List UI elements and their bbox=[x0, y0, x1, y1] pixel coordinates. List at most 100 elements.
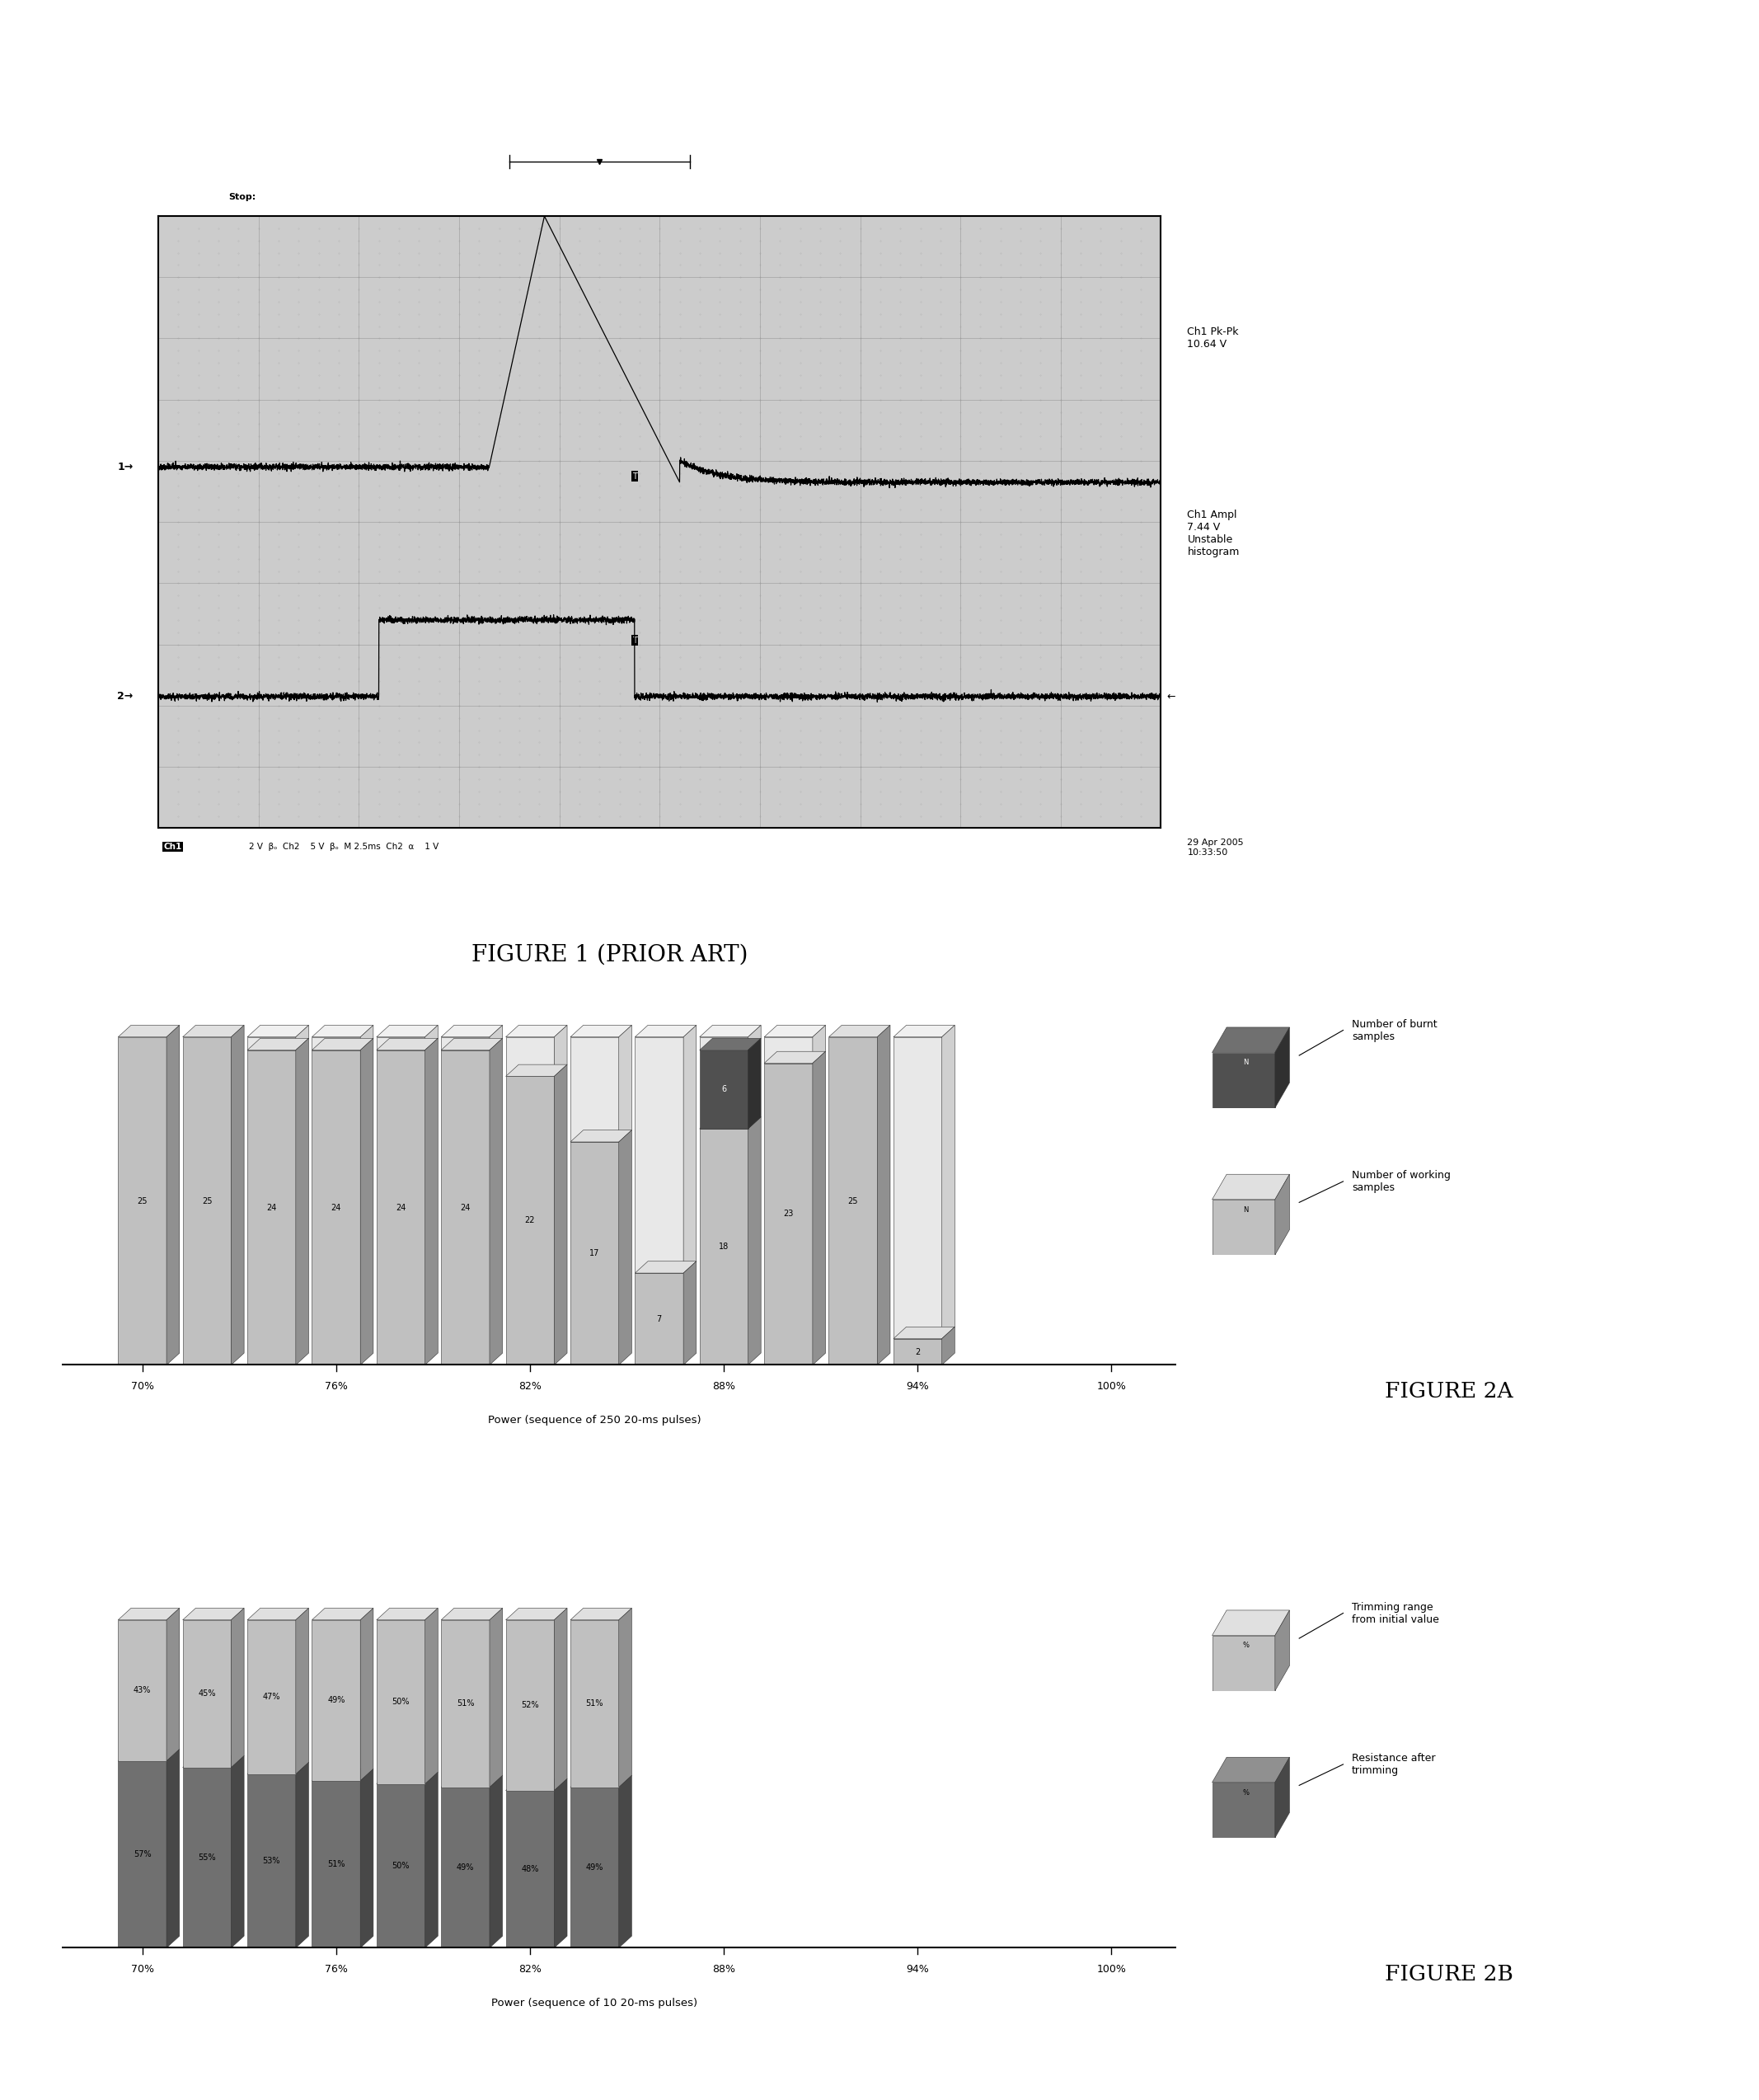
Text: 76%: 76% bbox=[325, 1964, 348, 1974]
Polygon shape bbox=[1212, 1611, 1289, 1636]
Polygon shape bbox=[248, 1037, 296, 1050]
Polygon shape bbox=[1212, 1052, 1275, 1109]
Text: 82%: 82% bbox=[519, 1964, 542, 1974]
Polygon shape bbox=[507, 1609, 566, 1619]
Text: Stop:: Stop: bbox=[229, 193, 255, 202]
Polygon shape bbox=[442, 1609, 503, 1619]
Text: 24: 24 bbox=[396, 1203, 406, 1212]
Text: 29 Apr 2005
10:33:50: 29 Apr 2005 10:33:50 bbox=[1187, 838, 1244, 857]
Polygon shape bbox=[311, 1781, 361, 1949]
Text: 7: 7 bbox=[656, 1315, 661, 1323]
Polygon shape bbox=[635, 1273, 684, 1365]
Text: 6: 6 bbox=[721, 1086, 726, 1094]
Polygon shape bbox=[828, 1025, 890, 1037]
Text: T: T bbox=[631, 636, 637, 645]
Polygon shape bbox=[684, 1025, 697, 1273]
Text: 88%: 88% bbox=[712, 1380, 735, 1392]
Text: 4 Acqs: 4 Acqs bbox=[679, 193, 711, 202]
Text: %: % bbox=[1242, 1789, 1249, 1796]
Polygon shape bbox=[426, 1772, 438, 1949]
Polygon shape bbox=[311, 1037, 373, 1050]
Text: N: N bbox=[1244, 1058, 1249, 1067]
Text: Resistance after
trimming: Resistance after trimming bbox=[1353, 1753, 1435, 1777]
Polygon shape bbox=[1212, 1636, 1275, 1690]
Text: 52%: 52% bbox=[521, 1701, 538, 1709]
Polygon shape bbox=[118, 1619, 167, 1762]
Text: Power (sequence of 250 20-ms pulses): Power (sequence of 250 20-ms pulses) bbox=[487, 1415, 702, 1426]
Polygon shape bbox=[376, 1037, 438, 1050]
Text: FIGURE 1 (PRIOR ART): FIGURE 1 (PRIOR ART) bbox=[471, 943, 748, 966]
Polygon shape bbox=[570, 1037, 619, 1142]
Polygon shape bbox=[296, 1025, 308, 1050]
Polygon shape bbox=[507, 1779, 566, 1791]
Polygon shape bbox=[248, 1025, 308, 1037]
Polygon shape bbox=[507, 1037, 554, 1077]
Polygon shape bbox=[813, 1025, 825, 1063]
Text: Ch1 Pk-Pk
10.64 V: Ch1 Pk-Pk 10.64 V bbox=[1187, 326, 1238, 349]
Polygon shape bbox=[183, 1619, 230, 1768]
Text: 25: 25 bbox=[137, 1197, 148, 1205]
Polygon shape bbox=[507, 1077, 554, 1365]
Polygon shape bbox=[183, 1756, 245, 1768]
Polygon shape bbox=[570, 1619, 619, 1787]
Polygon shape bbox=[311, 1768, 373, 1781]
Polygon shape bbox=[442, 1037, 489, 1050]
Polygon shape bbox=[700, 1050, 748, 1130]
Text: 23: 23 bbox=[783, 1210, 793, 1218]
Polygon shape bbox=[763, 1025, 825, 1037]
Polygon shape bbox=[1275, 1758, 1289, 1838]
Polygon shape bbox=[1275, 1611, 1289, 1690]
Polygon shape bbox=[1212, 1758, 1289, 1783]
Polygon shape bbox=[376, 1783, 426, 1949]
Text: 2: 2 bbox=[915, 1348, 920, 1357]
Polygon shape bbox=[311, 1619, 361, 1781]
Polygon shape bbox=[230, 1756, 245, 1949]
Polygon shape bbox=[570, 1774, 631, 1787]
Polygon shape bbox=[118, 1609, 179, 1619]
Text: 76%: 76% bbox=[325, 1380, 348, 1392]
Text: 43%: 43% bbox=[134, 1686, 151, 1695]
Polygon shape bbox=[894, 1327, 955, 1338]
Text: N: N bbox=[1244, 1205, 1249, 1214]
Polygon shape bbox=[361, 1025, 373, 1050]
Polygon shape bbox=[700, 1037, 748, 1050]
Text: 51%: 51% bbox=[327, 1861, 345, 1869]
Text: 49%: 49% bbox=[586, 1863, 603, 1871]
Polygon shape bbox=[894, 1037, 941, 1338]
Polygon shape bbox=[700, 1117, 762, 1130]
Polygon shape bbox=[1212, 1174, 1289, 1199]
Polygon shape bbox=[442, 1619, 489, 1787]
Polygon shape bbox=[442, 1050, 489, 1365]
Polygon shape bbox=[118, 1762, 167, 1949]
Polygon shape bbox=[700, 1037, 762, 1050]
Text: 24: 24 bbox=[331, 1203, 341, 1212]
Polygon shape bbox=[248, 1774, 296, 1949]
Text: 51%: 51% bbox=[457, 1699, 475, 1707]
Polygon shape bbox=[183, 1025, 245, 1037]
Polygon shape bbox=[507, 1619, 554, 1791]
Text: 50%: 50% bbox=[392, 1697, 410, 1705]
Polygon shape bbox=[554, 1065, 566, 1365]
Polygon shape bbox=[296, 1037, 308, 1365]
Polygon shape bbox=[183, 1609, 245, 1619]
Polygon shape bbox=[248, 1762, 308, 1774]
Polygon shape bbox=[167, 1609, 179, 1762]
Polygon shape bbox=[361, 1768, 373, 1949]
Text: Tek: Tek bbox=[164, 193, 181, 202]
Polygon shape bbox=[1275, 1174, 1289, 1256]
Text: T: T bbox=[631, 472, 637, 481]
Polygon shape bbox=[376, 1037, 426, 1050]
Polygon shape bbox=[507, 1065, 566, 1077]
Text: %: % bbox=[1242, 1642, 1249, 1649]
Polygon shape bbox=[1212, 1199, 1275, 1256]
Text: Number of burnt
samples: Number of burnt samples bbox=[1353, 1018, 1437, 1042]
Polygon shape bbox=[507, 1791, 554, 1949]
Polygon shape bbox=[894, 1338, 941, 1365]
Polygon shape bbox=[311, 1050, 361, 1365]
Polygon shape bbox=[361, 1609, 373, 1781]
Polygon shape bbox=[118, 1749, 179, 1762]
Text: 1→: 1→ bbox=[118, 462, 134, 472]
Text: Ch1: Ch1 bbox=[164, 842, 181, 850]
Polygon shape bbox=[507, 1025, 566, 1037]
Polygon shape bbox=[167, 1025, 179, 1365]
